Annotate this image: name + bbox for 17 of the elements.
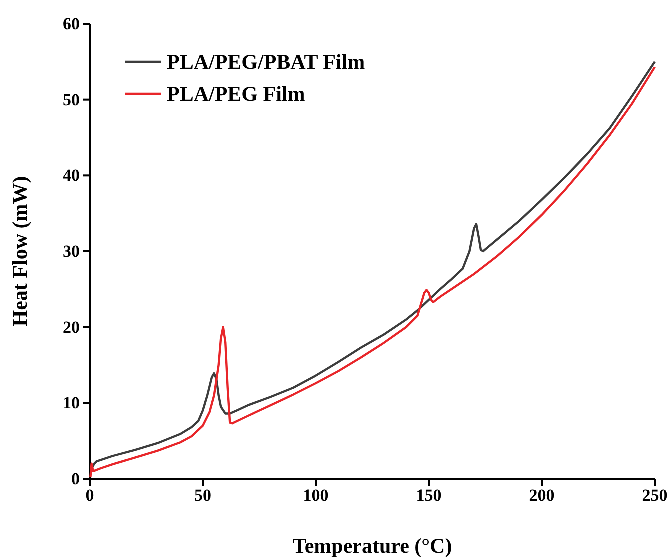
y-tick-label: 50	[63, 90, 80, 110]
y-tick-label: 60	[63, 14, 80, 34]
x-tick-label: 200	[529, 486, 555, 506]
x-axis-title: Temperature (°C)	[292, 534, 452, 558]
x-tick-label: 250	[642, 486, 668, 506]
legend-label: PLA/PEG Film	[167, 82, 306, 106]
y-tick-label: 0	[72, 469, 80, 488]
x-tick-label: 100	[303, 486, 329, 506]
x-tick-label: 150	[416, 486, 442, 506]
y-tick-label: 20	[63, 318, 80, 337]
y-tick-label: 10	[63, 394, 80, 413]
y-tick-label: 30	[63, 242, 80, 261]
x-tick-label: 50	[194, 486, 212, 506]
y-axis-title: Heat Flow (mW)	[8, 176, 32, 327]
legend-label: PLA/PEG/PBAT Film	[167, 50, 366, 74]
y-tick-label: 40	[63, 166, 80, 186]
x-tick-label: 0	[86, 486, 94, 506]
